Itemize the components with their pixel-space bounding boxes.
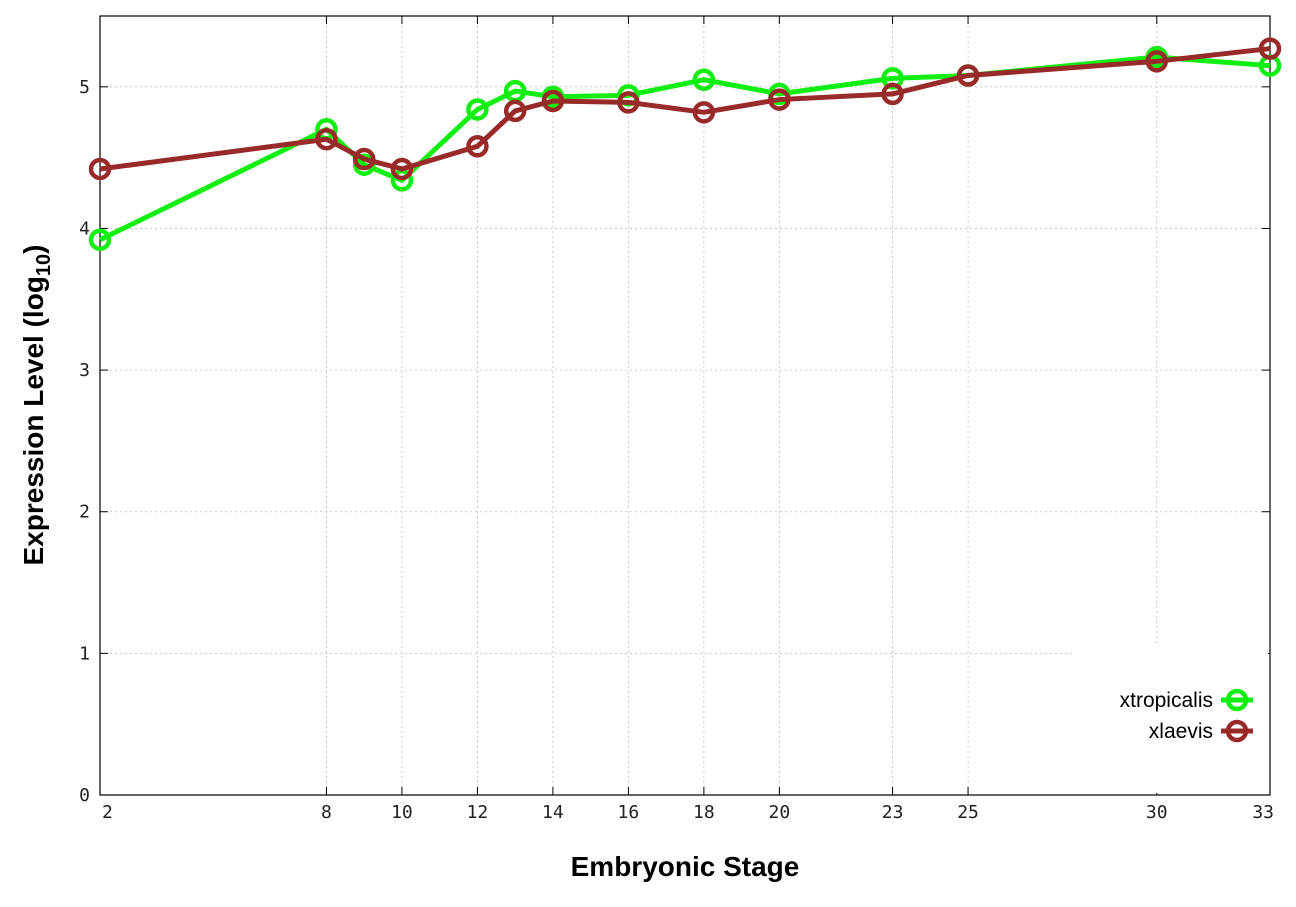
legend-label: xtropicalis: [1120, 689, 1213, 712]
y-axis-title-main: Expression Level (log: [18, 276, 49, 565]
data-point: [881, 82, 904, 106]
x-tick-label: 8: [321, 802, 332, 823]
data-point: [1258, 37, 1282, 60]
x-tick-label: 14: [542, 802, 564, 823]
y-tick-label: 3: [79, 360, 90, 381]
plot-frame: [99, 15, 1271, 796]
data-point: [88, 157, 112, 181]
x-tick-label: 12: [467, 802, 489, 823]
x-tick-label: 18: [693, 802, 715, 823]
data-point: [956, 64, 980, 87]
y-tick-label: 1: [79, 643, 90, 664]
y-axis-title-close: ): [18, 245, 49, 254]
y-tick-label: 5: [79, 77, 90, 98]
data-point: [541, 89, 565, 113]
data-point: [503, 99, 527, 123]
legend-entry: xtropicalis: [1120, 688, 1253, 712]
data-point: [692, 101, 716, 124]
data-point: [768, 88, 791, 111]
legend-background: [1072, 645, 1268, 793]
y-axis-title-subscript: 10: [33, 254, 55, 276]
y-tick-label: 2: [79, 502, 90, 523]
x-tick-label: 2: [102, 802, 113, 823]
y-tick-label: 4: [79, 218, 90, 239]
legend-entry: xlaevis: [1149, 719, 1253, 743]
legend-marker: [1225, 719, 1249, 743]
x-tick-label: 30: [1146, 802, 1168, 823]
legend: xtropicalis xlaevis: [1072, 645, 1268, 793]
x-tick-label: 16: [618, 802, 640, 823]
data-point: [617, 91, 640, 114]
data-point: [692, 68, 716, 91]
data-point: [1145, 50, 1169, 73]
y-tick-label: 0: [79, 785, 90, 806]
x-tick-label: 33: [1252, 802, 1274, 823]
x-tick-label: 23: [882, 802, 904, 823]
data-point: [352, 147, 376, 171]
x-tick-label: 25: [957, 802, 979, 823]
data-point: [315, 127, 338, 151]
data-point: [466, 135, 489, 158]
series-group: [88, 37, 1282, 252]
series-xlaevis: [88, 37, 1282, 181]
series-line: [99, 46, 1271, 172]
x-axis-title: Embryonic Stage: [571, 851, 800, 882]
legend-marker: [1225, 688, 1249, 712]
data-point: [881, 67, 904, 90]
data-point: [88, 228, 112, 252]
y-axis-title: Expression Level (log10): [18, 245, 55, 566]
data-point: [466, 98, 489, 121]
x-tick-label: 20: [769, 802, 791, 823]
legend-label: xlaevis: [1149, 720, 1213, 743]
data-point: [390, 157, 414, 181]
x-tick-label: 10: [391, 802, 413, 823]
